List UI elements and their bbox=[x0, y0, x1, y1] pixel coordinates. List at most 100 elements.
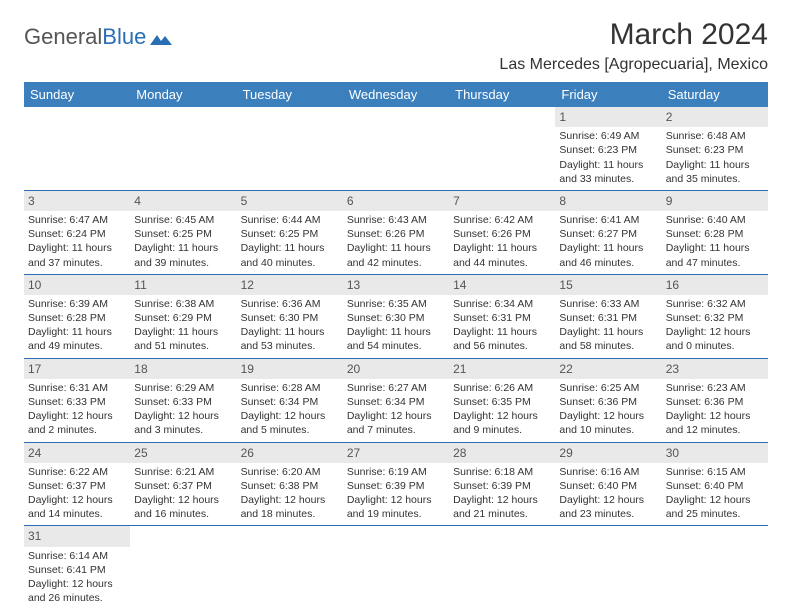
sunrise-line: Sunrise: 6:47 AM bbox=[28, 213, 126, 227]
sunrise-line: Sunrise: 6:14 AM bbox=[28, 549, 126, 563]
sunset-line: Sunset: 6:35 PM bbox=[453, 395, 551, 409]
daylight-line: Daylight: 11 hours and 54 minutes. bbox=[347, 325, 445, 353]
day-number: 30 bbox=[662, 443, 768, 463]
daylight-line: Daylight: 11 hours and 47 minutes. bbox=[666, 241, 764, 269]
calendar-cell: 30Sunrise: 6:15 AMSunset: 6:40 PMDayligh… bbox=[662, 442, 768, 526]
sunrise-line: Sunrise: 6:38 AM bbox=[134, 297, 232, 311]
sunset-line: Sunset: 6:41 PM bbox=[28, 563, 126, 577]
calendar-cell bbox=[130, 526, 236, 609]
logo: GeneralBlue bbox=[24, 24, 172, 50]
day-number: 5 bbox=[237, 191, 343, 211]
sunset-line: Sunset: 6:39 PM bbox=[347, 479, 445, 493]
sunrise-line: Sunrise: 6:31 AM bbox=[28, 381, 126, 395]
calendar-cell: 24Sunrise: 6:22 AMSunset: 6:37 PMDayligh… bbox=[24, 442, 130, 526]
day-number: 1 bbox=[555, 107, 661, 127]
calendar-cell bbox=[662, 526, 768, 609]
sunrise-line: Sunrise: 6:48 AM bbox=[666, 129, 764, 143]
calendar-cell: 5Sunrise: 6:44 AMSunset: 6:25 PMDaylight… bbox=[237, 190, 343, 274]
daylight-line: Daylight: 11 hours and 42 minutes. bbox=[347, 241, 445, 269]
daylight-line: Daylight: 12 hours and 23 minutes. bbox=[559, 493, 657, 521]
day-number: 18 bbox=[130, 359, 236, 379]
calendar-cell: 25Sunrise: 6:21 AMSunset: 6:37 PMDayligh… bbox=[130, 442, 236, 526]
day-number: 3 bbox=[24, 191, 130, 211]
sunset-line: Sunset: 6:27 PM bbox=[559, 227, 657, 241]
flag-icon bbox=[150, 27, 172, 41]
day-number: 19 bbox=[237, 359, 343, 379]
sunrise-line: Sunrise: 6:25 AM bbox=[559, 381, 657, 395]
sunrise-line: Sunrise: 6:39 AM bbox=[28, 297, 126, 311]
sunset-line: Sunset: 6:36 PM bbox=[666, 395, 764, 409]
calendar-week: 1Sunrise: 6:49 AMSunset: 6:23 PMDaylight… bbox=[24, 107, 768, 190]
calendar-cell: 1Sunrise: 6:49 AMSunset: 6:23 PMDaylight… bbox=[555, 107, 661, 190]
daylight-line: Daylight: 11 hours and 44 minutes. bbox=[453, 241, 551, 269]
daylight-line: Daylight: 11 hours and 39 minutes. bbox=[134, 241, 232, 269]
day-number: 11 bbox=[130, 275, 236, 295]
sunrise-line: Sunrise: 6:20 AM bbox=[241, 465, 339, 479]
daylight-line: Daylight: 11 hours and 53 minutes. bbox=[241, 325, 339, 353]
daylight-line: Daylight: 12 hours and 21 minutes. bbox=[453, 493, 551, 521]
sunset-line: Sunset: 6:40 PM bbox=[559, 479, 657, 493]
calendar-cell: 27Sunrise: 6:19 AMSunset: 6:39 PMDayligh… bbox=[343, 442, 449, 526]
day-number: 26 bbox=[237, 443, 343, 463]
sunset-line: Sunset: 6:33 PM bbox=[28, 395, 126, 409]
day-number: 7 bbox=[449, 191, 555, 211]
daylight-line: Daylight: 12 hours and 7 minutes. bbox=[347, 409, 445, 437]
sunset-line: Sunset: 6:40 PM bbox=[666, 479, 764, 493]
day-number: 12 bbox=[237, 275, 343, 295]
day-number: 27 bbox=[343, 443, 449, 463]
sunset-line: Sunset: 6:33 PM bbox=[134, 395, 232, 409]
calendar-cell: 9Sunrise: 6:40 AMSunset: 6:28 PMDaylight… bbox=[662, 190, 768, 274]
calendar-cell: 20Sunrise: 6:27 AMSunset: 6:34 PMDayligh… bbox=[343, 358, 449, 442]
sunrise-line: Sunrise: 6:32 AM bbox=[666, 297, 764, 311]
day-number: 17 bbox=[24, 359, 130, 379]
sunset-line: Sunset: 6:32 PM bbox=[666, 311, 764, 325]
sunrise-line: Sunrise: 6:34 AM bbox=[453, 297, 551, 311]
daylight-line: Daylight: 12 hours and 3 minutes. bbox=[134, 409, 232, 437]
calendar-cell: 3Sunrise: 6:47 AMSunset: 6:24 PMDaylight… bbox=[24, 190, 130, 274]
calendar-cell: 29Sunrise: 6:16 AMSunset: 6:40 PMDayligh… bbox=[555, 442, 661, 526]
calendar-cell: 31Sunrise: 6:14 AMSunset: 6:41 PMDayligh… bbox=[24, 526, 130, 609]
calendar-cell: 16Sunrise: 6:32 AMSunset: 6:32 PMDayligh… bbox=[662, 274, 768, 358]
calendar-cell: 8Sunrise: 6:41 AMSunset: 6:27 PMDaylight… bbox=[555, 190, 661, 274]
daylight-line: Daylight: 12 hours and 25 minutes. bbox=[666, 493, 764, 521]
calendar-cell: 15Sunrise: 6:33 AMSunset: 6:31 PMDayligh… bbox=[555, 274, 661, 358]
calendar-cell bbox=[555, 526, 661, 609]
calendar-cell: 4Sunrise: 6:45 AMSunset: 6:25 PMDaylight… bbox=[130, 190, 236, 274]
calendar-cell bbox=[449, 107, 555, 190]
calendar-week: 10Sunrise: 6:39 AMSunset: 6:28 PMDayligh… bbox=[24, 274, 768, 358]
calendar-cell: 18Sunrise: 6:29 AMSunset: 6:33 PMDayligh… bbox=[130, 358, 236, 442]
sunrise-line: Sunrise: 6:35 AM bbox=[347, 297, 445, 311]
daylight-line: Daylight: 11 hours and 49 minutes. bbox=[28, 325, 126, 353]
sunset-line: Sunset: 6:31 PM bbox=[453, 311, 551, 325]
sunset-line: Sunset: 6:30 PM bbox=[347, 311, 445, 325]
sunset-line: Sunset: 6:38 PM bbox=[241, 479, 339, 493]
sunset-line: Sunset: 6:36 PM bbox=[559, 395, 657, 409]
sunrise-line: Sunrise: 6:18 AM bbox=[453, 465, 551, 479]
month-title: March 2024 bbox=[499, 18, 768, 52]
sunrise-line: Sunrise: 6:41 AM bbox=[559, 213, 657, 227]
calendar-cell: 14Sunrise: 6:34 AMSunset: 6:31 PMDayligh… bbox=[449, 274, 555, 358]
daylight-line: Daylight: 11 hours and 40 minutes. bbox=[241, 241, 339, 269]
calendar-cell: 7Sunrise: 6:42 AMSunset: 6:26 PMDaylight… bbox=[449, 190, 555, 274]
sunset-line: Sunset: 6:34 PM bbox=[347, 395, 445, 409]
sunset-line: Sunset: 6:37 PM bbox=[134, 479, 232, 493]
sunrise-line: Sunrise: 6:21 AM bbox=[134, 465, 232, 479]
day-number: 16 bbox=[662, 275, 768, 295]
sunrise-line: Sunrise: 6:26 AM bbox=[453, 381, 551, 395]
day-header: Wednesday bbox=[343, 82, 449, 107]
sunset-line: Sunset: 6:30 PM bbox=[241, 311, 339, 325]
daylight-line: Daylight: 11 hours and 46 minutes. bbox=[559, 241, 657, 269]
day-number: 20 bbox=[343, 359, 449, 379]
sunrise-line: Sunrise: 6:40 AM bbox=[666, 213, 764, 227]
calendar-cell: 2Sunrise: 6:48 AMSunset: 6:23 PMDaylight… bbox=[662, 107, 768, 190]
daylight-line: Daylight: 12 hours and 19 minutes. bbox=[347, 493, 445, 521]
calendar-cell bbox=[343, 107, 449, 190]
calendar-cell: 6Sunrise: 6:43 AMSunset: 6:26 PMDaylight… bbox=[343, 190, 449, 274]
calendar-cell: 13Sunrise: 6:35 AMSunset: 6:30 PMDayligh… bbox=[343, 274, 449, 358]
sunset-line: Sunset: 6:25 PM bbox=[241, 227, 339, 241]
day-number: 15 bbox=[555, 275, 661, 295]
sunrise-line: Sunrise: 6:16 AM bbox=[559, 465, 657, 479]
day-header: Monday bbox=[130, 82, 236, 107]
daylight-line: Daylight: 12 hours and 2 minutes. bbox=[28, 409, 126, 437]
calendar-week: 17Sunrise: 6:31 AMSunset: 6:33 PMDayligh… bbox=[24, 358, 768, 442]
